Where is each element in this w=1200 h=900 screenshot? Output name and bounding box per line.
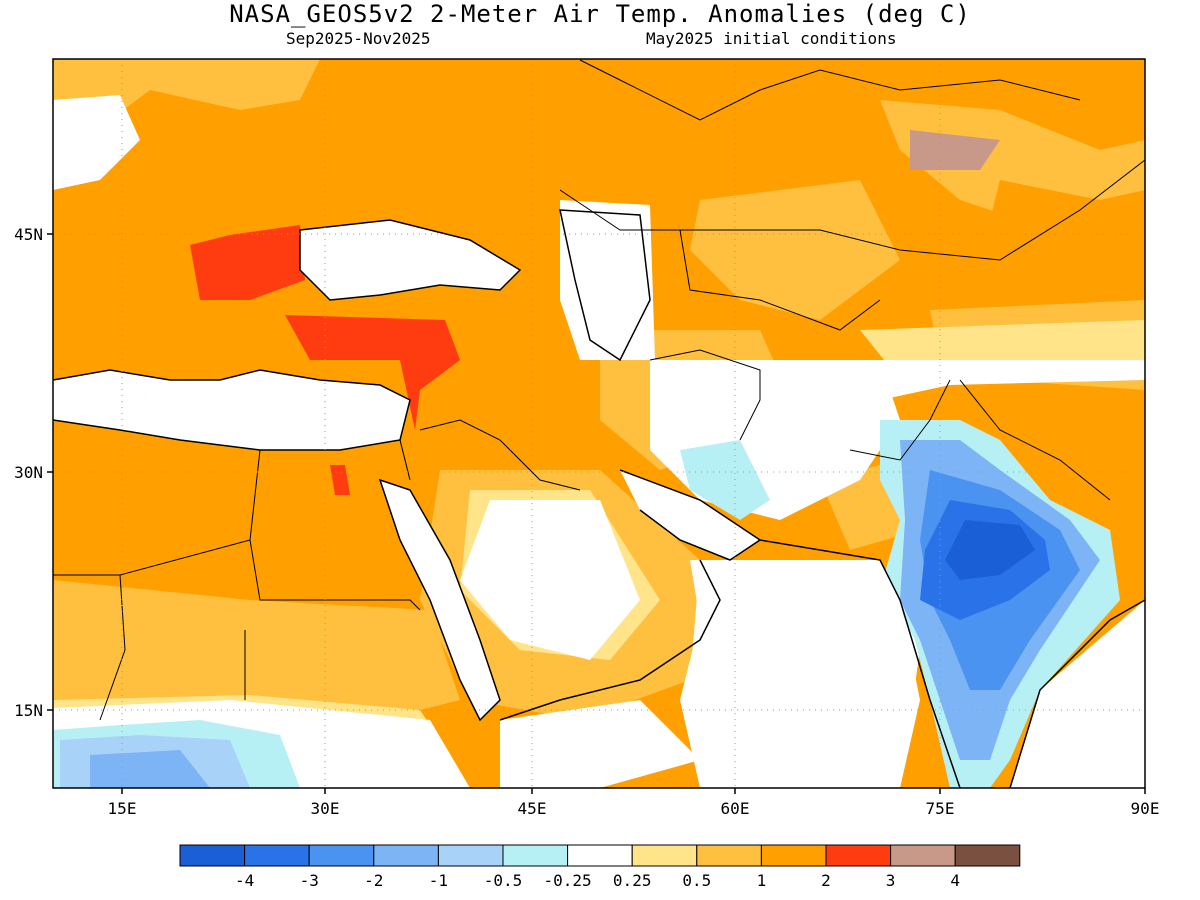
subtitle-initial-conditions: May2025 initial conditions — [646, 29, 897, 48]
colorbar-swatch — [179, 844, 246, 867]
colorbar-tick-label: 1 — [757, 871, 767, 890]
colorbar-swatch — [954, 844, 1021, 867]
lon-label-90e: 90E — [1131, 799, 1160, 818]
lon-label-60e: 60E — [721, 799, 750, 818]
colorbar-tick-label: -4 — [235, 871, 254, 890]
colorbar-swatch — [567, 844, 633, 867]
lat-label-15n: 15N — [14, 701, 43, 720]
black-sea — [300, 220, 520, 300]
colorbar-tick-label: -3 — [300, 871, 319, 890]
arabian-sea — [680, 560, 920, 788]
bay-of-bengal — [1010, 600, 1145, 788]
colorbar-tick-label: -1 — [429, 871, 448, 890]
colorbar-tick-label: -2 — [364, 871, 383, 890]
map-field — [53, 59, 1145, 788]
lon-label-30e: 30E — [311, 799, 340, 818]
map-title: NASA_GEOS5v2 2-Meter Air Temp. Anomalies… — [229, 0, 971, 28]
colorbar-swatch — [825, 844, 892, 867]
red-sea — [380, 480, 500, 720]
lon-label-45e: 45E — [518, 799, 547, 818]
lon-label-15e: 15E — [108, 799, 137, 818]
lon-label-75e: 75E — [926, 799, 955, 818]
colorbar-swatch — [502, 844, 569, 867]
colorbar-tick-label: 0.25 — [613, 871, 652, 890]
persian-gulf — [620, 470, 760, 560]
mediterranean-sea — [53, 370, 410, 450]
colorbar-swatch — [760, 844, 827, 867]
hot-spot-balkans — [190, 225, 305, 300]
caspian-sea — [560, 210, 650, 360]
colorbar-tick-label: 0.5 — [682, 871, 711, 890]
colorbar-swatch — [890, 844, 956, 867]
colorbar-tick-label: -0.5 — [484, 871, 523, 890]
subtitle-season: Sep2025-Nov2025 — [286, 29, 431, 48]
grid — [53, 59, 1145, 788]
colorbar: -4 -3 -2 -1 -0.5 -0.25 0.25 0.5 1 2 3 4 — [179, 844, 1021, 890]
colorbar-tick-label: -0.25 — [544, 871, 592, 890]
hot-spot-turkey — [285, 315, 460, 430]
plot-frame — [52, 58, 1146, 789]
colorbar-tick-label: 4 — [950, 871, 960, 890]
colorbar-tick-label: 3 — [886, 871, 896, 890]
colorbar-swatch — [696, 844, 762, 867]
colorbar-swatch — [373, 844, 439, 867]
colorbar-swatch — [308, 844, 375, 867]
colorbar-swatch — [437, 844, 504, 867]
colorbar-swatch — [244, 844, 310, 867]
lat-label-45n: 45N — [14, 225, 43, 244]
coastlines — [53, 209, 1145, 788]
colorbar-swatch — [631, 844, 698, 867]
ticks — [47, 233, 1146, 794]
colorbar-tick-label: 2 — [821, 871, 831, 890]
lat-label-30n: 30N — [14, 463, 43, 482]
